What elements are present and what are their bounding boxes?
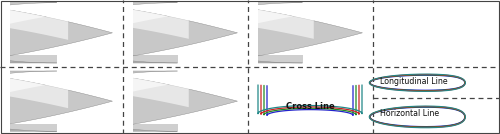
Polygon shape [120,8,189,39]
Text: Cross Line: Cross Line [286,102,335,111]
Polygon shape [244,8,314,39]
Polygon shape [194,55,302,63]
Text: Longitudinal Line: Longitudinal Line [380,77,448,86]
Polygon shape [120,76,189,94]
Polygon shape [0,3,112,63]
Polygon shape [0,71,112,131]
Polygon shape [0,76,68,96]
Polygon shape [69,124,178,131]
Polygon shape [0,8,68,40]
Polygon shape [120,76,189,107]
Polygon shape [179,3,362,63]
Polygon shape [0,8,68,27]
Polygon shape [0,124,57,131]
Polygon shape [0,55,57,63]
Polygon shape [54,3,238,63]
Polygon shape [54,71,238,131]
Polygon shape [244,8,314,26]
Polygon shape [120,8,189,26]
Text: Horizontal Line: Horizontal Line [380,109,439,118]
Polygon shape [0,76,68,108]
Polygon shape [69,55,178,63]
